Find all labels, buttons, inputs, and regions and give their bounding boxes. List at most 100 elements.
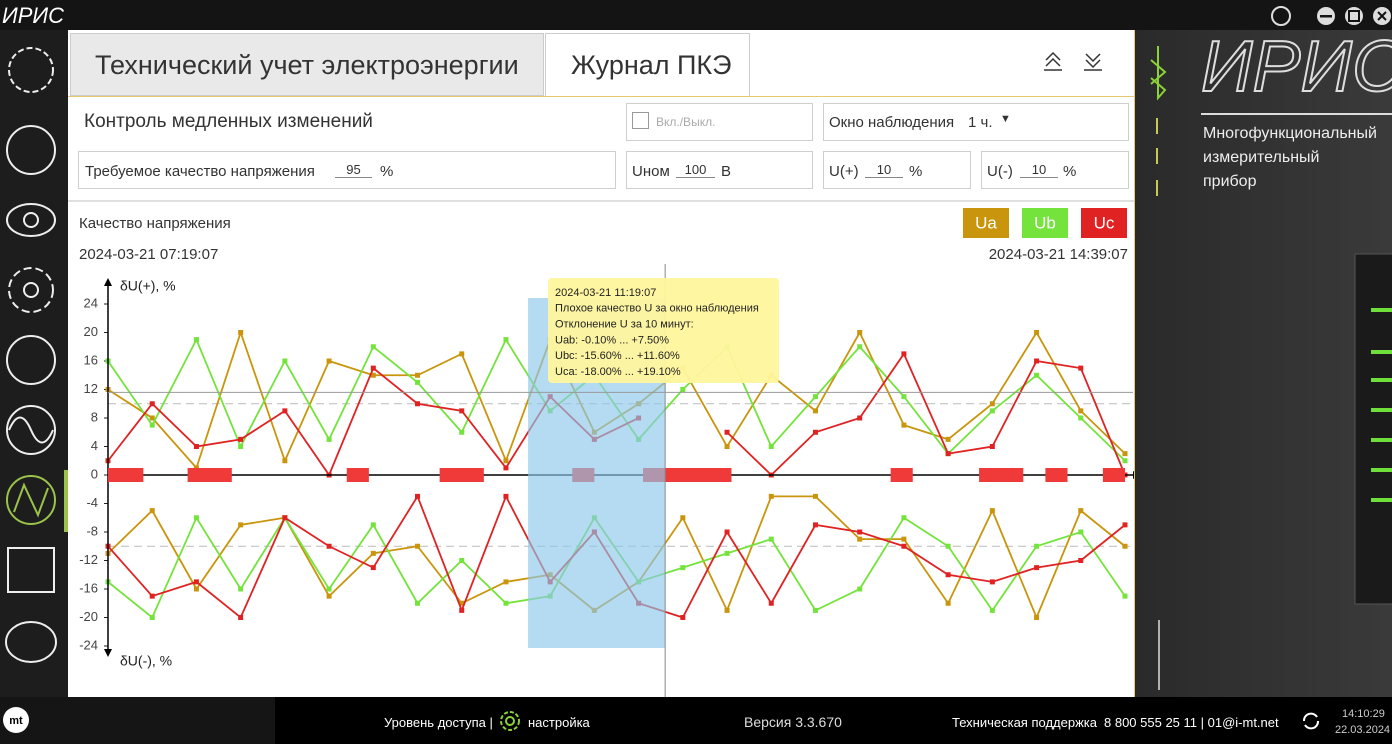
point-marker xyxy=(149,593,155,599)
tooltip-line: Отклонение U за 10 минут: xyxy=(555,319,694,331)
u-minus-input[interactable]: 10 xyxy=(1020,162,1058,178)
y-tick-label: -20 xyxy=(79,609,98,624)
point-marker xyxy=(1122,522,1128,528)
point-marker xyxy=(1078,508,1084,514)
point-marker xyxy=(989,401,995,407)
point-marker xyxy=(989,408,995,414)
point-marker xyxy=(370,372,376,378)
point-marker xyxy=(857,415,863,421)
access-level[interactable]: настройка xyxy=(528,715,590,730)
point-marker xyxy=(149,422,155,428)
dropdown-arrow[interactable]: ▼ xyxy=(1000,113,1011,125)
bad-interval xyxy=(108,468,144,482)
window-box[interactable] xyxy=(823,103,1129,141)
pqe-icon[interactable] xyxy=(6,475,56,525)
quality-unit: % xyxy=(380,163,394,180)
point-marker xyxy=(415,379,421,385)
y-tick-label: 16 xyxy=(84,352,98,367)
point-marker xyxy=(989,508,995,514)
app-logo: ИРИС xyxy=(2,3,65,28)
enable-label[interactable]: Вкл./Выкл. xyxy=(656,115,716,129)
gear-icon[interactable] xyxy=(498,709,522,733)
divider xyxy=(68,200,1134,202)
point-marker xyxy=(193,444,199,449)
point-marker xyxy=(989,444,995,449)
point-marker xyxy=(459,558,465,563)
status-left xyxy=(0,697,275,744)
quality-input[interactable]: 95 xyxy=(335,162,372,178)
u-minus-unit: % xyxy=(1063,163,1077,180)
point-marker xyxy=(945,451,951,457)
sync-icon[interactable] xyxy=(1300,710,1322,732)
point-marker xyxy=(1078,415,1084,421)
tab-label[interactable]: Журнал ПКЭ xyxy=(571,50,732,80)
point-marker xyxy=(370,550,376,556)
tab-label[interactable]: Технический учет электроэнергии xyxy=(95,50,519,80)
bad-interval xyxy=(890,468,913,482)
description-line: измерительный xyxy=(1203,149,1320,166)
point-marker xyxy=(857,529,863,535)
sine-icon[interactable] xyxy=(6,405,56,455)
u-plus-box xyxy=(823,151,971,189)
quality-label: Требуемое качество напряжения xyxy=(85,163,315,180)
brand-icon: mt xyxy=(3,707,29,733)
point-marker xyxy=(1034,565,1040,571)
point-marker xyxy=(503,600,509,606)
point-marker xyxy=(812,394,818,400)
enable-box[interactable] xyxy=(626,103,813,141)
access-label: Уровень доступа | xyxy=(384,715,493,730)
cloud-icon[interactable] xyxy=(5,621,57,663)
legend-button[interactable] xyxy=(1081,208,1127,238)
y-tick-label: 4 xyxy=(91,438,98,453)
point-marker xyxy=(857,586,863,592)
tooltip-line: Uab: -0.10% ... +7.50% xyxy=(555,334,669,346)
bad-interval xyxy=(1102,468,1125,482)
checkbox[interactable] xyxy=(632,112,649,129)
point-marker xyxy=(901,543,907,549)
view-icon[interactable] xyxy=(6,203,56,237)
point-marker xyxy=(724,429,730,435)
point-marker xyxy=(149,401,155,407)
legend-button[interactable] xyxy=(1022,208,1068,238)
legend-button[interactable] xyxy=(963,208,1009,238)
point-marker xyxy=(945,436,951,442)
point-marker xyxy=(193,337,199,343)
point-marker xyxy=(724,550,730,556)
legend-label: Uc xyxy=(1094,213,1115,232)
point-marker xyxy=(989,607,995,613)
point-marker xyxy=(901,394,907,400)
point-marker xyxy=(945,543,951,549)
tab-active[interactable] xyxy=(545,33,750,97)
u-plus-input[interactable]: 10 xyxy=(865,162,903,178)
description-line: прибор xyxy=(1203,173,1257,190)
io-icon[interactable] xyxy=(6,335,56,385)
point-marker xyxy=(238,330,244,335)
window-buttons[interactable] xyxy=(1268,4,1392,28)
point-marker xyxy=(370,522,376,528)
tab[interactable] xyxy=(70,33,544,96)
info-icon[interactable] xyxy=(6,125,56,175)
point-marker xyxy=(768,536,774,542)
tooltip-line: Плохое качество U за окно наблюдения xyxy=(555,303,759,315)
exchange-icon[interactable] xyxy=(7,547,55,593)
point-marker xyxy=(415,600,421,606)
point-marker xyxy=(680,615,686,620)
point-marker xyxy=(724,607,730,613)
point-marker xyxy=(370,365,376,371)
window-value[interactable]: 1 ч. xyxy=(968,114,993,131)
contacts: 8 800 555 25 11 | 01@i-mt.net xyxy=(1104,715,1279,730)
legend-label: Ub xyxy=(1034,213,1056,232)
point-marker xyxy=(901,422,907,428)
chart: Качество напряжения 2024-03-21 07:19:07 … xyxy=(79,208,1134,697)
point-marker xyxy=(238,436,244,442)
divider xyxy=(68,96,1134,97)
point-marker xyxy=(415,543,421,549)
point-marker xyxy=(238,615,244,620)
point-marker xyxy=(326,543,332,549)
point-marker xyxy=(415,493,421,499)
scroll-buttons[interactable] xyxy=(1040,48,1110,74)
point-marker xyxy=(503,337,509,343)
unom-input[interactable]: 100 xyxy=(676,162,715,178)
settings-icon[interactable] xyxy=(8,267,54,313)
point-marker xyxy=(149,615,155,620)
